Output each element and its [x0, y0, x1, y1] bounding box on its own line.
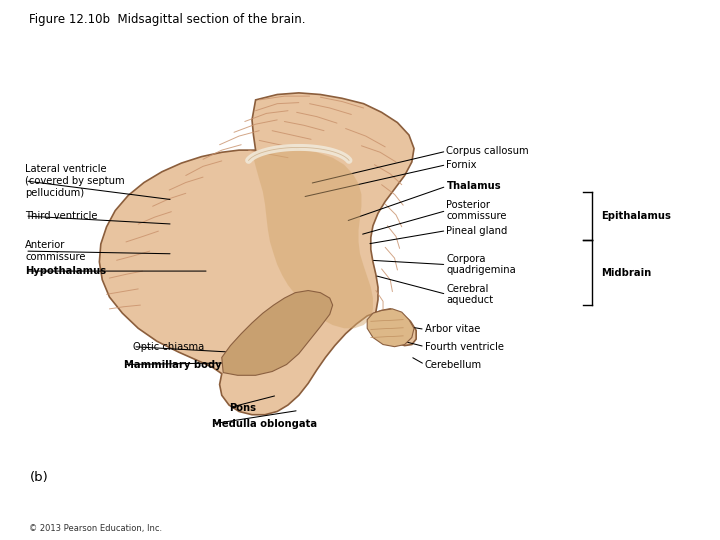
Text: Mammillary body: Mammillary body: [124, 360, 222, 369]
Text: Hypothalamus: Hypothalamus: [25, 266, 107, 276]
Text: Fornix: Fornix: [446, 160, 477, 170]
Text: Thalamus: Thalamus: [446, 181, 501, 191]
Polygon shape: [367, 309, 414, 347]
Text: (b): (b): [30, 471, 49, 484]
Polygon shape: [253, 147, 373, 328]
Text: Midbrain: Midbrain: [601, 268, 652, 278]
Text: Cerebellum: Cerebellum: [425, 360, 482, 369]
Polygon shape: [99, 93, 416, 415]
Text: Pineal gland: Pineal gland: [446, 226, 508, 235]
Text: Posterior
commissure: Posterior commissure: [446, 200, 507, 221]
Text: Cerebral
aqueduct: Cerebral aqueduct: [446, 284, 493, 305]
Text: Corpus callosum: Corpus callosum: [446, 146, 529, 156]
Text: Optic chiasma: Optic chiasma: [133, 342, 204, 352]
Text: Epithalamus: Epithalamus: [601, 211, 671, 221]
Text: Third ventricle: Third ventricle: [25, 211, 98, 221]
Text: Anterior
commissure: Anterior commissure: [25, 240, 86, 262]
Text: Fourth ventricle: Fourth ventricle: [425, 342, 504, 352]
Text: Pons: Pons: [229, 403, 256, 413]
Text: Medulla oblongata: Medulla oblongata: [212, 419, 318, 429]
Text: Lateral ventricle
(covered by septum
pellucidum): Lateral ventricle (covered by septum pel…: [25, 164, 125, 198]
Text: © 2013 Pearson Education, Inc.: © 2013 Pearson Education, Inc.: [29, 524, 162, 532]
Text: Figure 12.10b  Midsagittal section of the brain.: Figure 12.10b Midsagittal section of the…: [29, 14, 305, 26]
Text: Corpora
quadrigemina: Corpora quadrigemina: [446, 254, 516, 275]
Polygon shape: [222, 291, 333, 375]
Text: Arbor vitae: Arbor vitae: [425, 325, 480, 334]
